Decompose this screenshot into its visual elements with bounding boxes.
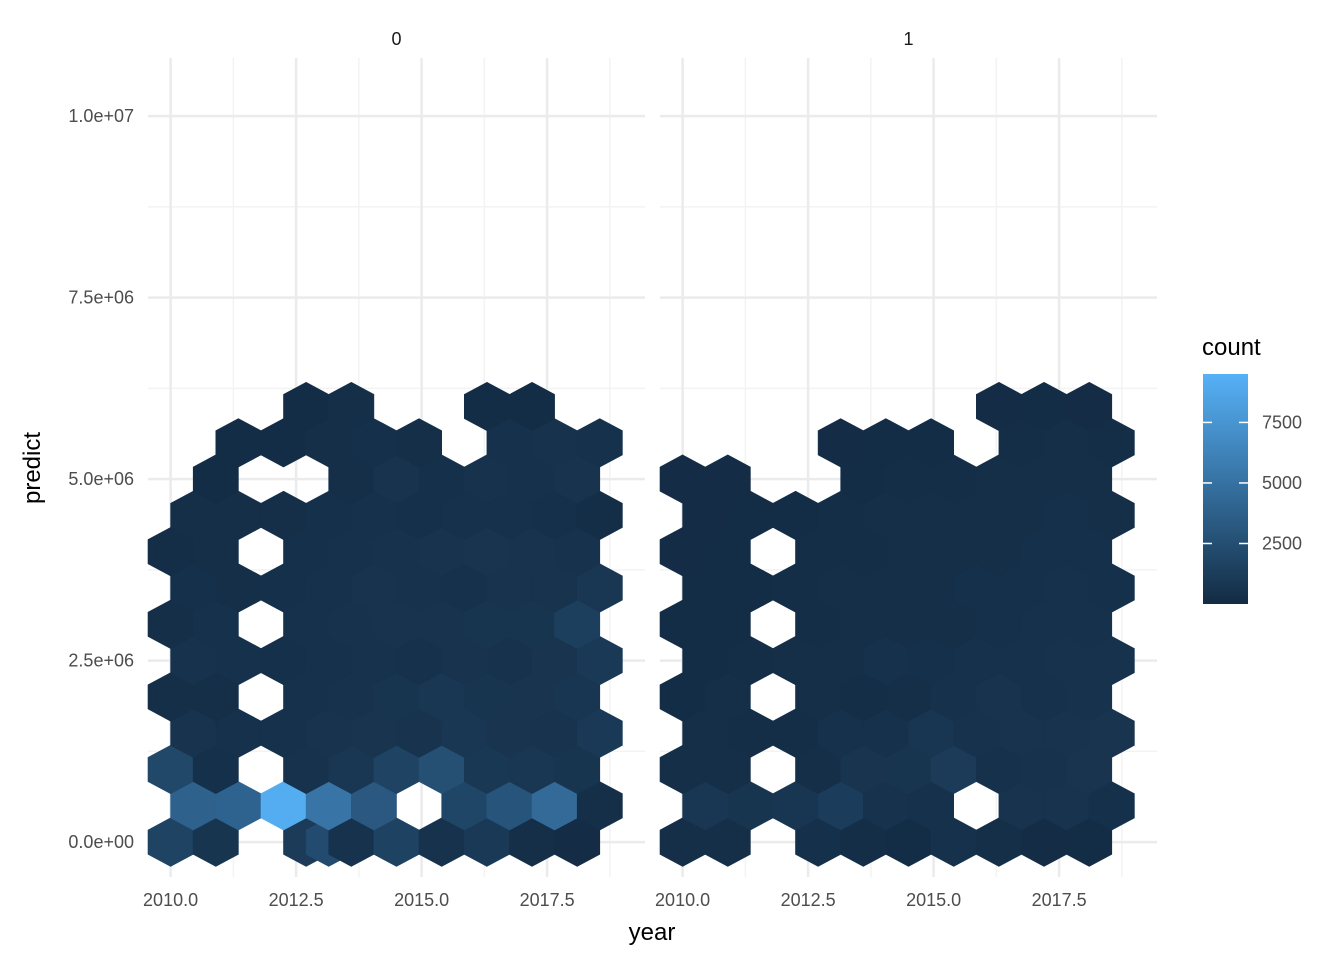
x-tick-label: 2015.0 bbox=[394, 890, 449, 910]
x-tick-label: 2017.5 bbox=[520, 890, 575, 910]
facet-strip-label: 1 bbox=[903, 29, 913, 49]
hex-bin bbox=[328, 381, 375, 432]
y-tick-label: 1.0e+07 bbox=[68, 106, 134, 126]
legend: count 2500 5000 7500 bbox=[1202, 334, 1302, 604]
x-tick-label: 2012.5 bbox=[269, 890, 324, 910]
legend-break-label: 7500 bbox=[1262, 412, 1302, 432]
legend-break-label: 5000 bbox=[1262, 473, 1302, 493]
y-tick-label: 7.5e+06 bbox=[68, 288, 134, 308]
legend-colorbar bbox=[1203, 374, 1248, 604]
x-tick-label: 2010.0 bbox=[655, 890, 710, 910]
x-tick-label: 2010.0 bbox=[143, 890, 198, 910]
y-tick-label: 2.5e+06 bbox=[68, 651, 134, 671]
legend-break-label: 2500 bbox=[1262, 533, 1302, 553]
x-tick-label: 2017.5 bbox=[1032, 890, 1087, 910]
hex-bin bbox=[396, 418, 443, 468]
legend-title: count bbox=[1202, 334, 1261, 361]
hex-bin bbox=[509, 381, 555, 432]
hex-bin bbox=[576, 418, 623, 468]
hex-bin bbox=[704, 454, 751, 504]
facet-panel: 1 2010.0 2012.5 2015.0 2017.5 bbox=[655, 29, 1157, 910]
y-tick-label: 5.0e+06 bbox=[68, 469, 134, 489]
x-axis-title: year bbox=[629, 919, 676, 946]
hex-bin bbox=[908, 418, 955, 468]
hex-bin bbox=[1066, 381, 1113, 432]
facet-panel: 0 2010.0 2012.5 2015.0 2017.5 bbox=[143, 29, 645, 910]
y-tick-label: 0.0e+00 bbox=[68, 832, 134, 852]
facet-strip-label: 0 bbox=[391, 29, 401, 49]
x-tick-label: 2012.5 bbox=[781, 890, 836, 910]
x-tick-label: 2015.0 bbox=[906, 890, 961, 910]
y-axis: 0.0e+00 2.5e+06 5.0e+06 7.5e+06 1.0e+07 bbox=[68, 106, 134, 852]
y-axis-title: predict bbox=[19, 432, 46, 504]
